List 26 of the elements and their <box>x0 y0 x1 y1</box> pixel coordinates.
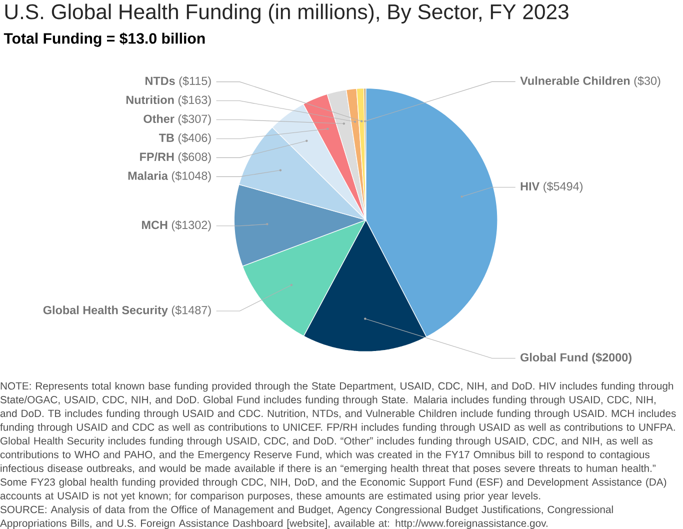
slice-label: Other <box>144 114 174 124</box>
slice-label: Global Fund <box>520 352 588 362</box>
slice-label: NTDs <box>146 76 175 86</box>
data-label: ($163) <box>178 95 211 106</box>
data-label: ($608) <box>178 152 211 164</box>
data-label: ($1302) <box>172 220 211 232</box>
data-label: ($2000) <box>592 352 632 364</box>
slice-label: Vulnerable Children <box>520 76 630 85</box>
slice-label: TB <box>158 134 174 142</box>
slice-label: HIV <box>520 182 540 190</box>
data-label: ($1487) <box>172 305 211 317</box>
slice-label: Nutrition <box>126 95 174 104</box>
data-label: ($115) <box>179 76 211 88</box>
data-label: ($1048) <box>172 171 211 182</box>
text: NOTE: Represents total known base funding provided through the State Department, USAID, CDC, NIH, and DoD. HIV includes funding through State/OGAC, USAID, CDC, NIH, and DoD. Global Fund includes funding through State. Malaria includes funding through USAID, CDC, NIH, and DoD. TB includes funding through USAID and CDC. Nutrition, NTDs, and Vulnerable Children include funding through USAID. MCH includes funding through USAID and CDC as well as contributions to UNICEF. FP/RH includes funding through USAID as well as contributions to UNFPA. Global Health Security includes funding through USAID, CDC, and DoD. “Other” includes funding through USAID, CDC, and NIH, as well as contributions to WHO and PAHO, and the Emergency Reserve Fund, which was created in the FY17 Omnibus bill to respond to contagious infectious disease outbreaks, and would be made available if there is an “emerging health threat that poses severe threats to human health.” Some FY23 global health funding provided through CDC, NIH, DoD, and the Economic Support Fund (ESF) and Development Assistance (DA) accounts at USAID is not yet known; for comparison purposes, these amounts are estimated using prior year levels. <box>0 382 676 502</box>
chart-subtitle: Total Funding = $13.0 billion <box>4 32 205 47</box>
slice-label: Global Health Security <box>43 306 168 317</box>
source-note: SOURCE: Analysis of data from the Office of Management and Budget, Agency Congressional Budget Justifications, Congressional Appropriations Bills, and U.S. Foreign Assistance Dashboard [website], available at: http://www.foreignassistance.gov. <box>0 506 613 529</box>
data-label: ($307) <box>178 114 211 126</box>
slice-label: FP/RH <box>140 152 174 162</box>
data-label: ($30) <box>634 76 660 88</box>
slice-label: MCH <box>142 220 168 230</box>
chart-title: U.S. Global Health Funding (in millions), By Sector, FY 2023 <box>5 4 568 24</box>
data-label: ($406) <box>178 133 211 144</box>
slice-label: Malaria <box>128 171 168 180</box>
data-label: ($5494) <box>544 182 583 193</box>
